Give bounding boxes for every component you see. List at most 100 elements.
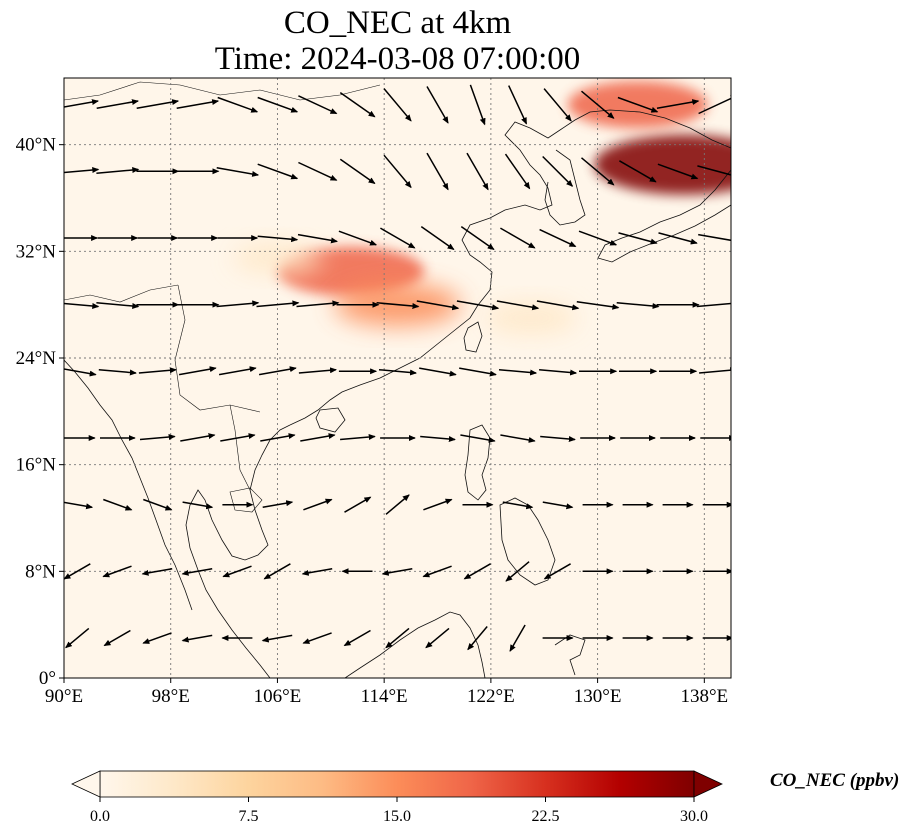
wind-arrow <box>64 368 97 377</box>
wind-arrow <box>138 367 177 374</box>
wind-arrow <box>216 300 260 308</box>
wind-arrow <box>381 567 413 576</box>
axis-ticks: 90°E 98°E 106°E 114°E 122°E 130°E 138°E 0° 8°N 16… <box>16 135 729 707</box>
lake-1 <box>229 487 263 513</box>
wind-arrow <box>658 232 698 245</box>
wind-arrow <box>385 627 410 649</box>
wind-arrow <box>141 567 173 576</box>
wind-arrow <box>139 434 176 441</box>
wind-arrow <box>218 366 257 376</box>
wind-arrow <box>508 85 528 125</box>
wind-arrow <box>617 96 659 113</box>
wind-arrow <box>257 163 299 180</box>
wind-arrow <box>460 225 495 251</box>
colorbar-extend-high <box>693 770 723 798</box>
wind-arrow <box>344 496 372 513</box>
wind-arrow <box>581 90 615 119</box>
y-tick-label: 40°N <box>16 135 57 156</box>
colorbar-body <box>99 770 695 798</box>
wind-arrow <box>657 163 699 180</box>
wind-arrow <box>426 152 449 191</box>
wind-arrow <box>96 167 140 174</box>
wind-arrow <box>262 500 294 509</box>
x-tick-label: 114°E <box>361 686 408 707</box>
wind-arrow <box>469 84 486 126</box>
wind-arrow <box>182 501 214 510</box>
wind-arrow <box>65 627 90 649</box>
wind-vectors <box>64 84 731 652</box>
colorbar-tick-label: 15.0 <box>383 808 411 825</box>
wind-arrow <box>467 626 488 651</box>
colorbar-label: CO_NEC (ppbv) <box>770 770 900 791</box>
y-tick-label: 32°N <box>16 241 57 262</box>
wind-arrow <box>498 368 538 376</box>
wind-arrow <box>376 302 420 309</box>
map-title-line2: Time: 2024-03-08 07:00:00 <box>214 41 581 77</box>
wind-arrow <box>64 501 94 510</box>
wind-arrow <box>103 629 131 647</box>
wind-arrow <box>383 154 412 189</box>
wind-arrow <box>340 434 376 441</box>
wind-arrow <box>303 498 333 511</box>
coastline-japan <box>597 169 731 263</box>
border-4 <box>64 81 381 101</box>
y-tick-label: 24°N <box>16 348 57 369</box>
wind-arrow <box>64 563 91 580</box>
coastline-philippines-south <box>499 497 556 586</box>
wind-arrow <box>496 300 540 311</box>
colorbar-ticks: 0.0 7.5 15.0 22.5 30.0 <box>90 797 708 825</box>
wind-arrow <box>343 629 371 647</box>
coastline-hainan <box>315 407 346 433</box>
wind-arrow <box>178 366 217 376</box>
wind-arrow <box>466 152 489 191</box>
wind-arrow <box>581 157 615 186</box>
wind-arrow <box>142 632 172 644</box>
y-tick-label: 16°N <box>16 455 57 476</box>
wind-arrow <box>64 99 99 108</box>
wind-arrow <box>618 232 658 245</box>
wind-arrow <box>543 88 572 122</box>
wind-arrow <box>416 300 460 311</box>
wind-arrow <box>502 501 534 510</box>
wind-arrow <box>297 233 338 244</box>
coastline-indochina <box>185 424 291 678</box>
wind-arrow <box>420 225 455 251</box>
wind-arrow <box>540 435 576 442</box>
wind-arrow <box>302 632 332 644</box>
wind-arrow <box>256 300 300 308</box>
wind-arrow <box>380 227 416 249</box>
wind-arrow <box>222 565 252 578</box>
colorbar-tick-label: 22.5 <box>532 808 560 825</box>
coastline-borneo <box>344 611 486 678</box>
concentration-east-china-sea-band <box>484 301 578 335</box>
coastline-layer <box>64 81 731 678</box>
map-frame <box>63 77 732 679</box>
wind-arrow <box>696 302 731 308</box>
wind-arrow <box>257 96 299 113</box>
border-3 <box>229 404 251 491</box>
wind-arrow <box>426 86 449 124</box>
coastline-philippines-luzon <box>464 424 491 501</box>
colorbar-extend-low <box>71 770 101 798</box>
x-tick-label: 138°E <box>680 686 728 707</box>
wind-arrow <box>699 367 731 374</box>
gridlines <box>64 78 731 678</box>
colorbar: 0.0 7.5 15.0 22.5 30.0 <box>71 770 723 825</box>
wind-arrow <box>576 300 620 310</box>
wind-arrow <box>338 230 378 246</box>
wind-arrow <box>697 165 731 176</box>
wind-arrow <box>500 227 536 249</box>
wind-arrow <box>143 498 173 511</box>
wind-arrow <box>539 228 577 248</box>
colorbar-tick-label: 0.0 <box>90 808 110 825</box>
wind-arrow <box>216 166 260 177</box>
wind-arrow <box>263 563 291 580</box>
wind-arrow <box>136 99 180 110</box>
wind-arrow <box>542 501 574 510</box>
wind-arrow <box>420 435 456 442</box>
wind-arrow <box>102 565 132 578</box>
wind-arrow <box>536 300 580 311</box>
wind-arrow <box>385 494 410 515</box>
wind-arrow <box>656 99 700 110</box>
